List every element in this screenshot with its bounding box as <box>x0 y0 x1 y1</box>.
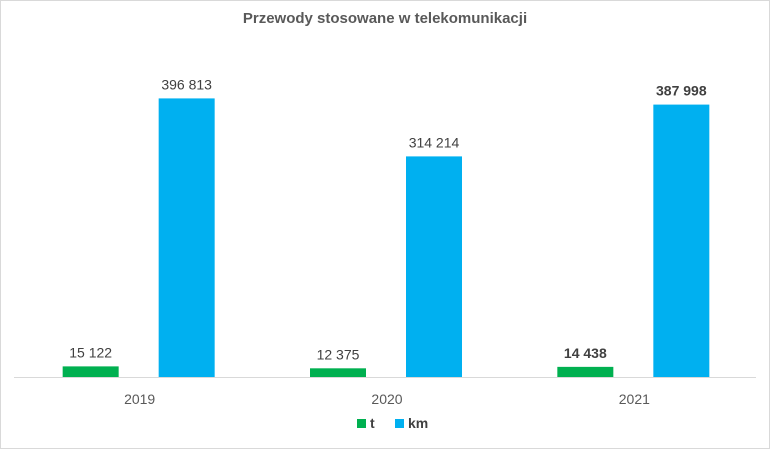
x-tick-label-2019: 2019 <box>124 391 155 407</box>
bar-km-2021 <box>653 104 710 377</box>
data-label-t-2019: 15 122 <box>69 344 112 360</box>
data-label-km-2020: 314 214 <box>409 134 460 150</box>
legend-swatch-km <box>395 419 404 428</box>
x-tick-label-2020: 2020 <box>371 391 402 407</box>
bar-km-2019 <box>158 98 215 377</box>
legend-label-km: km <box>408 415 428 431</box>
x-tick-label-2021: 2021 <box>619 391 650 407</box>
legend-label-t: t <box>370 415 375 431</box>
bar-km-2020 <box>406 156 462 377</box>
legend-swatch-t <box>357 419 366 428</box>
chart-title: Przewody stosowane w telekomunikacji <box>242 10 528 27</box>
bar-t-2021 <box>557 366 614 377</box>
bar-t-2019 <box>62 366 119 377</box>
data-label-t-2021: 14 438 <box>564 345 607 361</box>
data-label-t-2020: 12 375 <box>317 346 360 362</box>
bar-t-2020 <box>310 368 366 377</box>
data-label-km-2021: 387 998 <box>656 83 707 99</box>
data-label-km-2019: 396 813 <box>161 76 212 92</box>
